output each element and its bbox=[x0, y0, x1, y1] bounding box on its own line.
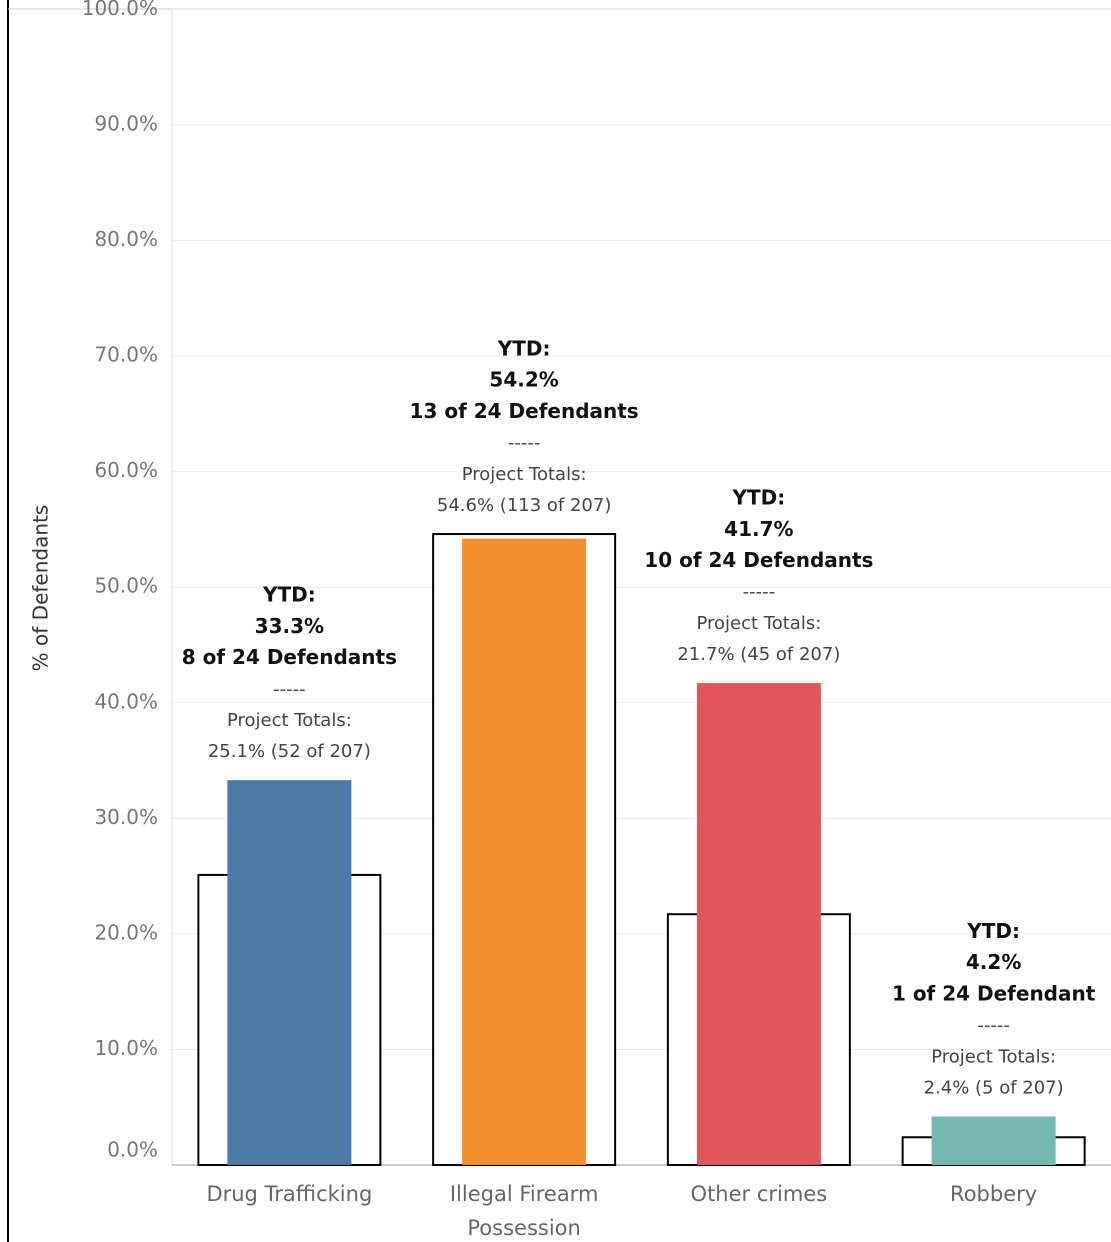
y-tick-label: 70.0% bbox=[94, 343, 158, 367]
data-label: 21.7% (45 of 207) bbox=[677, 644, 840, 665]
y-tick-label: 30.0% bbox=[94, 805, 158, 829]
data-label: YTD: bbox=[497, 337, 551, 361]
y-tick-label: 80.0% bbox=[94, 227, 158, 251]
x-tick-label: Robbery bbox=[950, 1182, 1038, 1206]
y-tick-label: 40.0% bbox=[94, 689, 158, 713]
data-label: YTD: bbox=[262, 583, 316, 607]
data-label: ----- bbox=[508, 433, 540, 454]
data-label: Project Totals: bbox=[696, 613, 821, 634]
y-tick-label: 60.0% bbox=[94, 458, 158, 482]
ytd-bar bbox=[227, 780, 352, 1165]
ytd-bar bbox=[462, 538, 587, 1165]
ytd-bar bbox=[931, 1116, 1056, 1165]
y-tick-label: 90.0% bbox=[94, 111, 158, 135]
data-label: ----- bbox=[743, 582, 775, 603]
y-tick-label: 20.0% bbox=[94, 920, 158, 944]
data-label: Project Totals: bbox=[462, 464, 587, 485]
y-axis-title: % of Defendants bbox=[29, 505, 53, 672]
y-tick-label: 100.0% bbox=[82, 0, 158, 20]
data-label: 13 of 24 Defendants bbox=[410, 399, 639, 423]
data-label: 4.2% bbox=[966, 950, 1021, 974]
data-label: Project Totals: bbox=[931, 1046, 1056, 1067]
x-tick-label: Other crimes bbox=[690, 1182, 828, 1206]
data-label: ----- bbox=[273, 679, 305, 700]
data-label: 2.4% (5 of 207) bbox=[924, 1077, 1064, 1098]
data-label: YTD: bbox=[966, 919, 1020, 943]
data-label: Project Totals: bbox=[227, 710, 352, 731]
data-label: 25.1% (52 of 207) bbox=[208, 741, 371, 762]
data-label: ----- bbox=[977, 1015, 1009, 1036]
data-label: 54.2% bbox=[489, 368, 558, 392]
data-label: 10 of 24 Defendants bbox=[644, 548, 873, 572]
data-label: YTD: bbox=[732, 486, 786, 510]
x-tick-label: Illegal Firearm Possession bbox=[449, 1182, 599, 1240]
data-label: 8 of 24 Defendants bbox=[182, 645, 397, 669]
data-label: 1 of 24 Defendant bbox=[892, 981, 1096, 1005]
x-tick-label: Drug Trafficking bbox=[206, 1182, 373, 1206]
data-label: 41.7% bbox=[724, 517, 793, 541]
y-tick-label: 10.0% bbox=[94, 1036, 158, 1060]
y-tick-label: 50.0% bbox=[94, 574, 158, 598]
y-tick-label: 0.0% bbox=[107, 1138, 158, 1162]
data-label: 54.6% (113 of 207) bbox=[437, 495, 611, 516]
ytd-bar bbox=[696, 683, 821, 1165]
data-label: 33.3% bbox=[255, 614, 324, 638]
